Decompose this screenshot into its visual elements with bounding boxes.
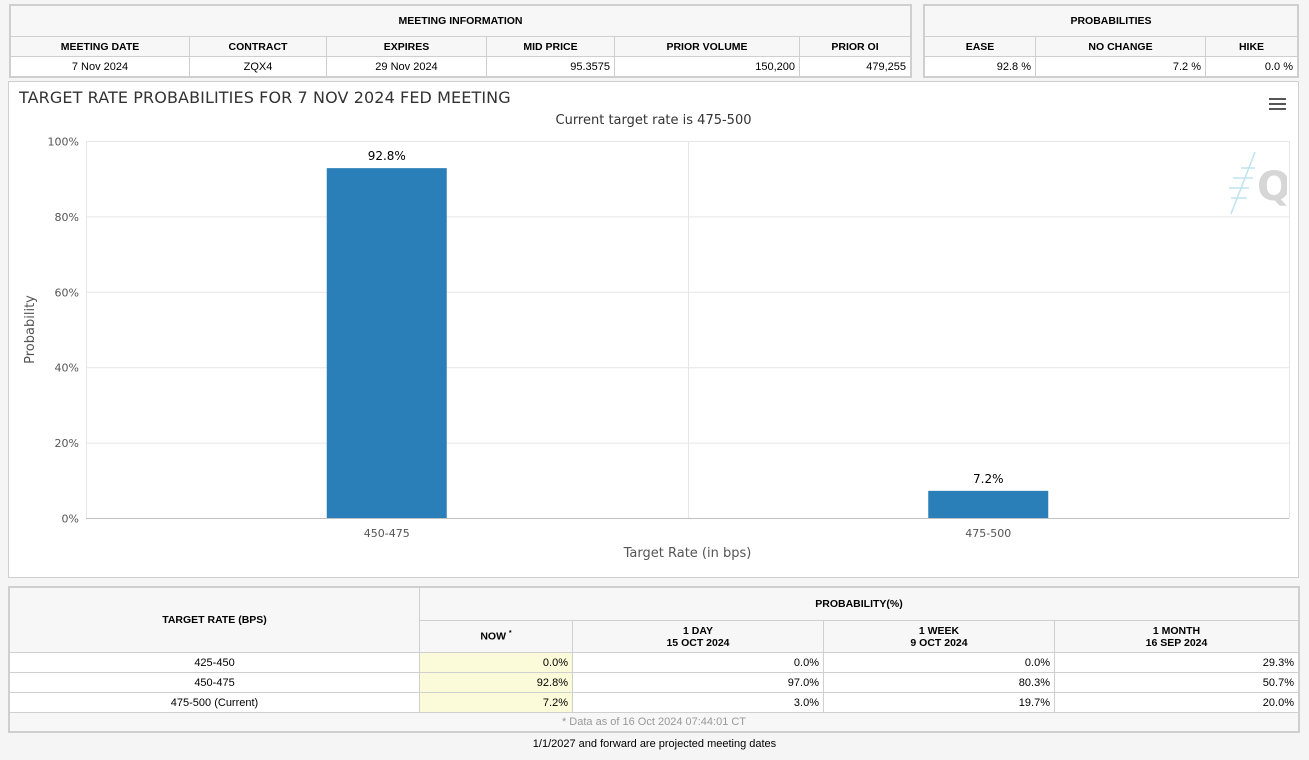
y-tick-label: 80% xyxy=(55,211,79,224)
y-axis-title: Probability xyxy=(23,295,38,364)
bar xyxy=(326,168,447,519)
x-axis-title: Target Rate (in bps) xyxy=(623,546,752,561)
contract-value: ZQX4 xyxy=(189,56,327,77)
week-cell: 0.0% xyxy=(823,652,1055,673)
month-cell: 29.3% xyxy=(1054,652,1299,673)
now-cell: 0.0% xyxy=(419,652,573,673)
mid-price-value: 95.3575 xyxy=(486,56,615,77)
y-tick-label: 20% xyxy=(55,437,79,450)
one-day-header: 1 DAY 15 OCT 2024 xyxy=(572,620,824,653)
now-cell: 92.8% xyxy=(419,672,573,693)
table-row: 450-475 92.8% 97.0% 80.3% 50.7% xyxy=(9,672,1299,693)
data-label: 7.2% xyxy=(973,472,1004,486)
y-tick-label: 40% xyxy=(55,362,79,375)
table-row: 475-500 (Current) 7.2% 3.0% 19.7% 20.0% xyxy=(9,692,1299,713)
q-watermark-icon: Q xyxy=(1229,151,1287,215)
one-month-header: 1 MONTH 16 SEP 2024 xyxy=(1054,620,1299,653)
target-rate-header: TARGET RATE (BPS) xyxy=(9,587,420,653)
header-no-change: NO CHANGE xyxy=(1035,36,1206,57)
no-change-value: 7.2 % xyxy=(1035,56,1206,77)
month-cell: 50.7% xyxy=(1054,672,1299,693)
probability-history-table: TARGET RATE (BPS) PROBABILITY(%) NOW * 1… xyxy=(8,586,1300,733)
header-mid-price: MID PRICE xyxy=(486,36,615,57)
week-cell: 80.3% xyxy=(823,672,1055,693)
x-tick-label: 475-500 xyxy=(965,527,1011,540)
header-prior-volume: PRIOR VOLUME xyxy=(614,36,800,57)
meeting-information-caption: MEETING INFORMATION xyxy=(10,5,911,37)
one-week-header: 1 WEEK 9 OCT 2024 xyxy=(823,620,1055,653)
data-label: 92.8% xyxy=(368,149,406,163)
x-tick-label: 450-475 xyxy=(364,527,410,540)
y-tick-label: 100% xyxy=(48,136,79,149)
probabilities-table: PROBABILITIES EASE NO CHANGE HIKE 92.8 %… xyxy=(923,4,1299,78)
now-cell: 7.2% xyxy=(419,692,573,713)
prior-oi-value: 479,255 xyxy=(799,56,911,77)
rate-cell: 475-500 (Current) xyxy=(9,692,420,713)
chart-panel: 0% 20% 40% 60% 80% 100% 92.8% 450-475 7.2% 475-50… xyxy=(8,81,1299,578)
chart-menu-icon[interactable] xyxy=(1269,98,1286,111)
meeting-information-table: MEETING INFORMATION MEETING DATE CONTRAC… xyxy=(9,4,912,78)
day-cell: 3.0% xyxy=(572,692,824,713)
now-header: NOW * xyxy=(419,620,573,653)
header-prior-oi: PRIOR OI xyxy=(799,36,911,57)
data-as-of-note: * Data as of 16 Oct 2024 07:44:01 CT xyxy=(9,712,1299,732)
probability-header: PROBABILITY(%) xyxy=(419,587,1299,621)
chart-subtitle: Current target rate is 475-500 xyxy=(555,113,752,128)
header-expires: EXPIRES xyxy=(326,36,487,57)
ease-value: 92.8 % xyxy=(924,56,1036,77)
y-tick-label: 60% xyxy=(55,286,79,299)
header-ease: EASE xyxy=(924,36,1036,57)
probabilities-caption: PROBABILITIES xyxy=(924,5,1298,37)
prior-volume-value: 150,200 xyxy=(614,56,800,77)
header-meeting-date: MEETING DATE xyxy=(10,36,190,57)
bar xyxy=(928,490,1049,518)
day-cell: 97.0% xyxy=(572,672,824,693)
svg-text:Q: Q xyxy=(1257,164,1287,210)
projected-dates-note: 1/1/2027 and forward are projected meeti… xyxy=(532,738,777,750)
bar-chart: 0% 20% 40% 60% 80% 100% 92.8% 450-475 7.2% 475-50… xyxy=(23,136,1290,561)
expires-value: 29 Nov 2024 xyxy=(326,56,487,77)
meeting-date-value: 7 Nov 2024 xyxy=(10,56,190,77)
month-cell: 20.0% xyxy=(1054,692,1299,713)
day-cell: 0.0% xyxy=(572,652,824,673)
y-tick-label: 0% xyxy=(62,513,79,526)
chart-title: TARGET RATE PROBABILITIES FOR 7 NOV 2024… xyxy=(19,88,511,107)
header-contract: CONTRACT xyxy=(189,36,327,57)
week-cell: 19.7% xyxy=(823,692,1055,713)
hike-value: 0.0 % xyxy=(1205,56,1298,77)
rate-cell: 450-475 xyxy=(9,672,420,693)
header-hike: HIKE xyxy=(1205,36,1298,57)
rate-cell: 425-450 xyxy=(9,652,420,673)
table-row: 425-450 0.0% 0.0% 0.0% 29.3% xyxy=(9,652,1299,673)
